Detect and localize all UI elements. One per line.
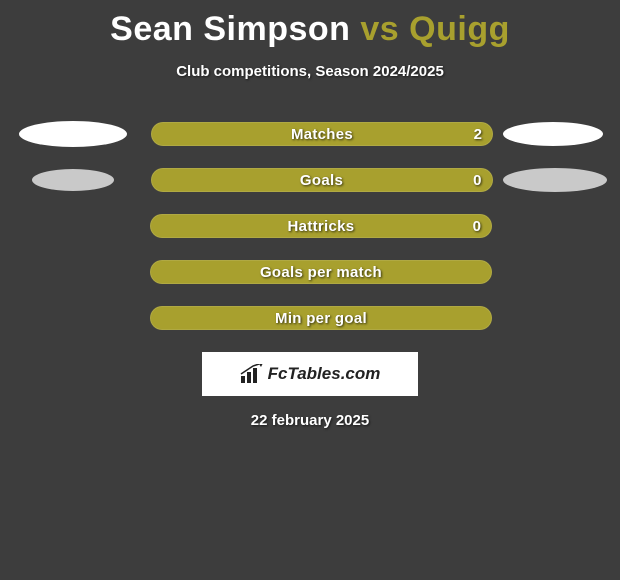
- stat-label: Goals per match: [260, 264, 382, 281]
- comparison-title: Sean Simpson vs Quigg: [0, 0, 620, 49]
- stat-row: Goals per match: [0, 260, 620, 284]
- stat-value: 0: [473, 218, 481, 235]
- stat-row: Min per goal: [0, 306, 620, 330]
- player2-stat-ellipse: [503, 122, 603, 146]
- stat-label: Min per goal: [275, 310, 367, 327]
- stats-container: Matches 2 Goals 0 Hattricks 0 Goals per …: [0, 122, 620, 330]
- stat-row: Hattricks 0: [0, 214, 620, 238]
- bar-chart-icon: [240, 364, 264, 384]
- player2-stat-ellipse: [503, 168, 607, 192]
- player1-stat-ellipse: [32, 169, 114, 191]
- stat-value: 2: [474, 126, 482, 143]
- stat-bar-hattricks: Hattricks 0: [150, 214, 492, 238]
- player1-stat-ellipse: [19, 121, 127, 147]
- stat-value: 0: [473, 172, 481, 189]
- stat-row: Goals 0: [0, 168, 620, 192]
- vs-text: vs: [360, 10, 399, 48]
- player1-name: Sean Simpson: [110, 10, 350, 48]
- stat-bar-goals-per-match: Goals per match: [150, 260, 492, 284]
- logo-box: FcTables.com: [202, 352, 418, 396]
- player2-name: Quigg: [409, 10, 510, 48]
- stat-row: Matches 2: [0, 122, 620, 146]
- stat-bar-min-per-goal: Min per goal: [150, 306, 492, 330]
- stat-label: Hattricks: [288, 218, 355, 235]
- stat-label: Goals: [300, 172, 343, 189]
- stat-bar-goals: Goals 0: [151, 168, 493, 192]
- stat-bar-matches: Matches 2: [151, 122, 493, 146]
- logo-text: FcTables.com: [268, 364, 381, 384]
- subtitle: Club competitions, Season 2024/2025: [0, 63, 620, 80]
- date-text: 22 february 2025: [0, 412, 620, 429]
- stat-label: Matches: [291, 126, 353, 143]
